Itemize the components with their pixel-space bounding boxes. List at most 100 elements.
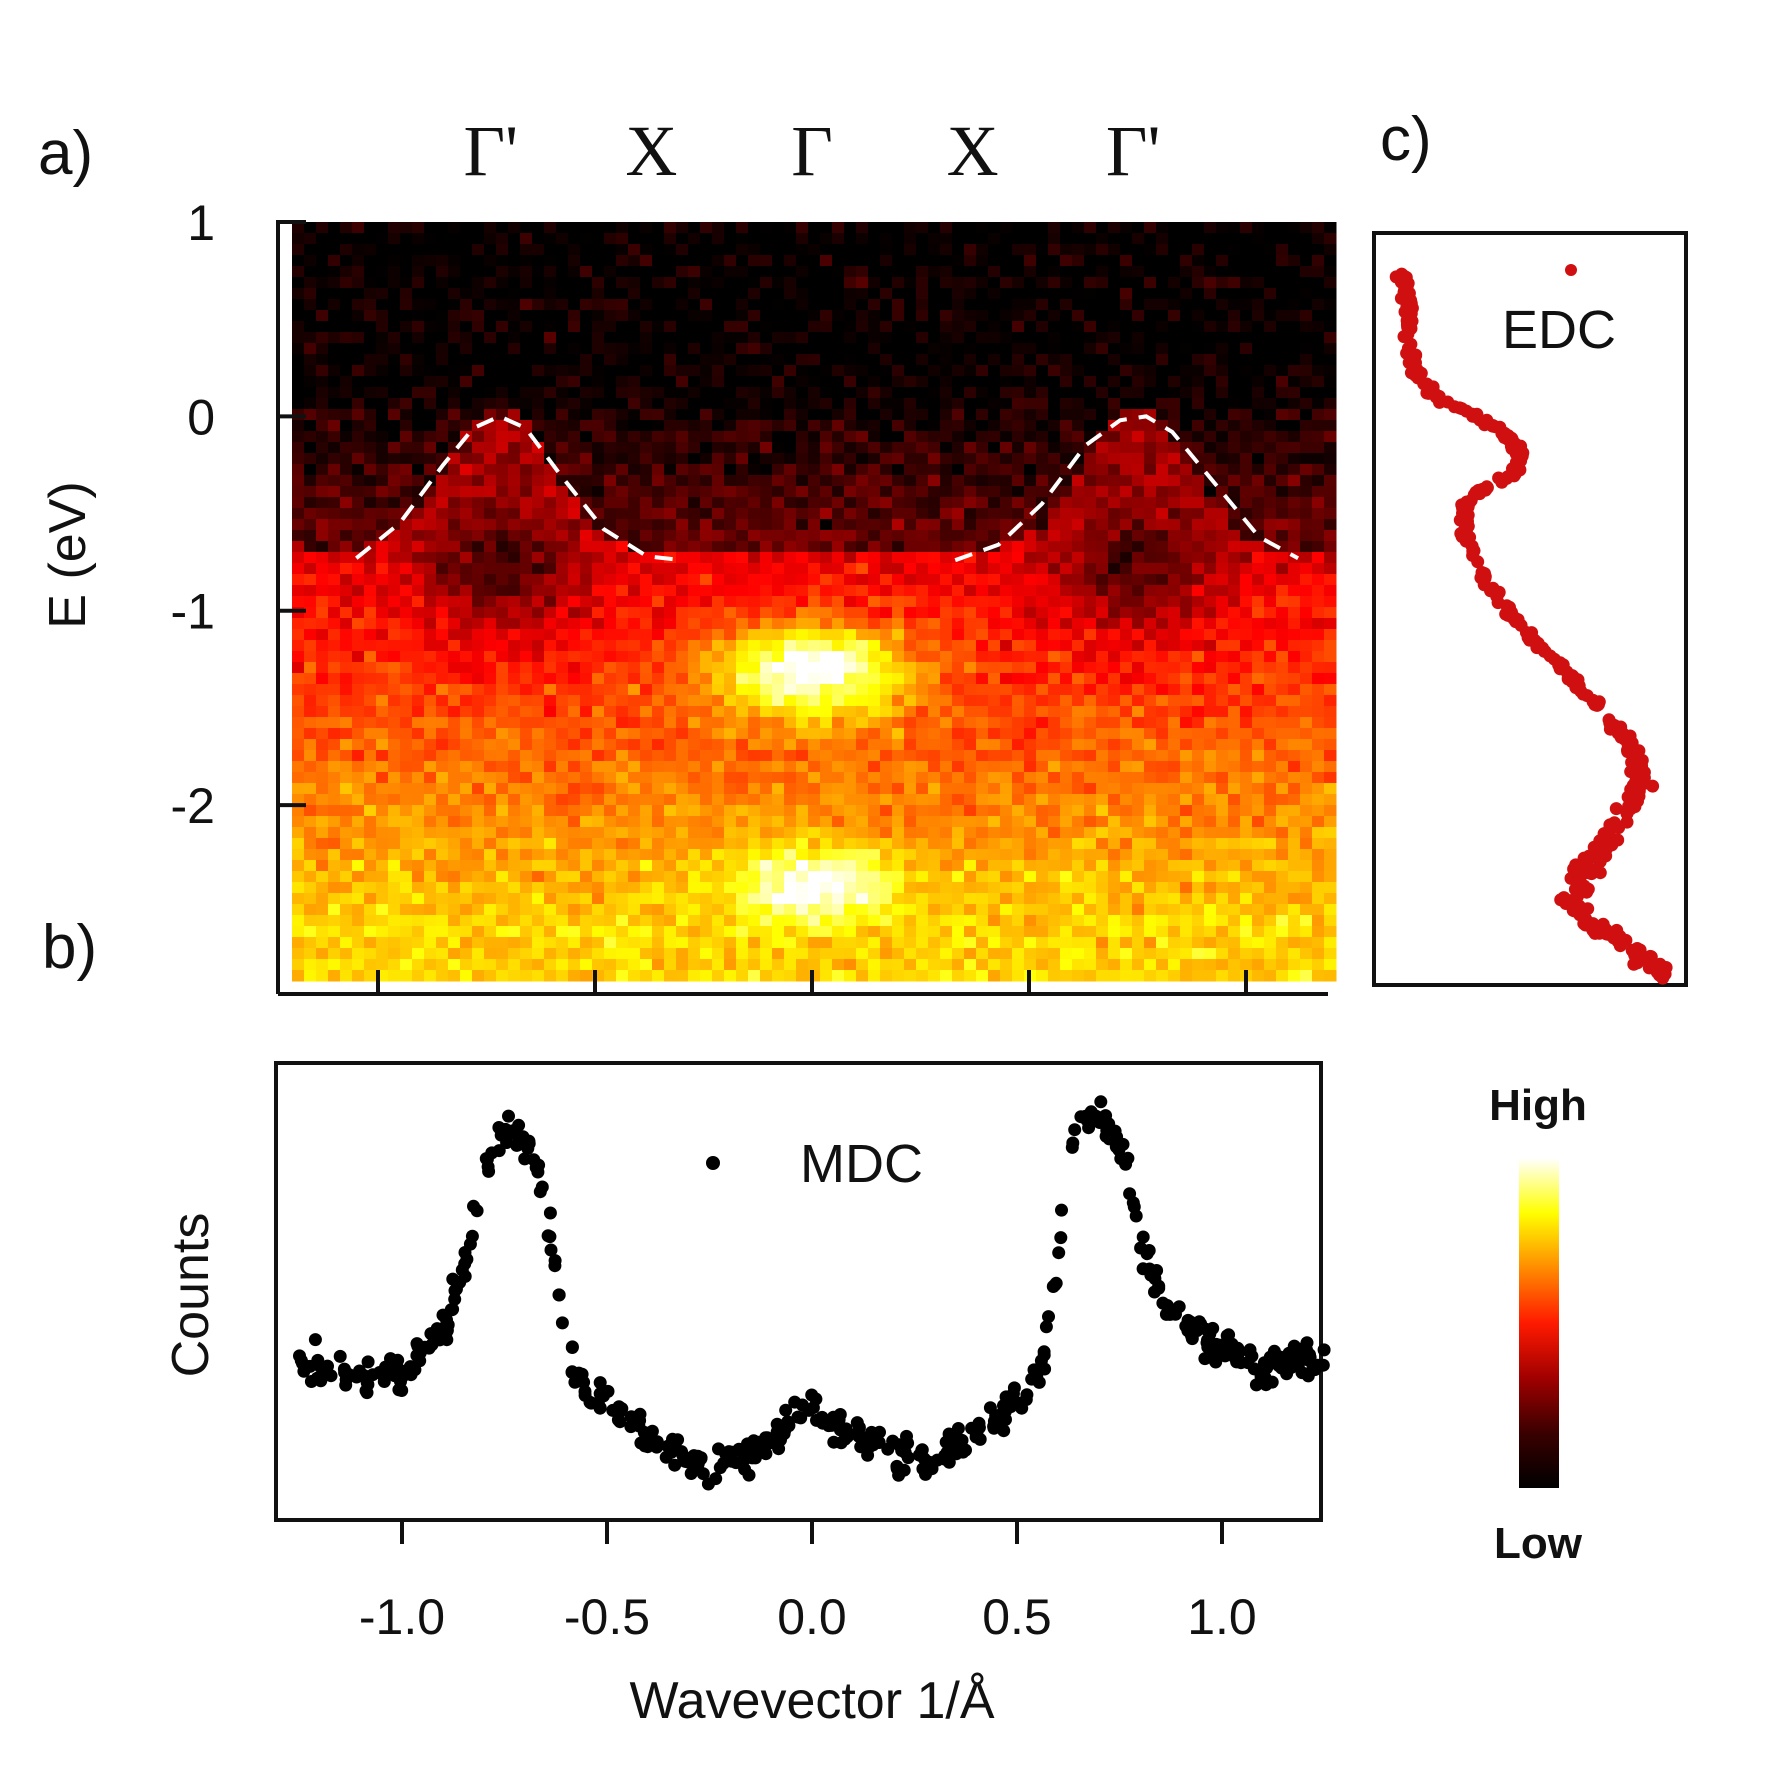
heatmap-cell [568, 926, 581, 938]
heatmap-cell [832, 772, 845, 784]
heatmap-cell [688, 970, 701, 982]
heatmap-cell [772, 871, 785, 883]
heatmap-cell [376, 585, 389, 597]
heatmap-cell [400, 849, 413, 861]
heatmap-cell [412, 684, 425, 696]
heatmap-cell [832, 860, 845, 872]
heatmap-cell [604, 926, 617, 938]
heatmap-cell [1012, 838, 1025, 850]
heatmap-cell [928, 376, 941, 388]
heatmap-cell [964, 453, 977, 465]
heatmap-cell [460, 959, 473, 971]
heatmap-cell [1024, 618, 1037, 630]
heatmap-cell [544, 321, 557, 333]
heatmap-cell [388, 233, 401, 245]
heatmap-cell [892, 519, 905, 531]
heatmap-cell [1060, 893, 1073, 905]
heatmap-cell [316, 805, 329, 817]
heatmap-cell [376, 728, 389, 740]
heatmap-cell [988, 266, 1001, 278]
heatmap-cell [544, 860, 557, 872]
heatmap-cell [1000, 486, 1013, 498]
heatmap-cell [1084, 376, 1097, 388]
heatmap-cell [604, 497, 617, 509]
heatmap-cell [340, 959, 353, 971]
heatmap-cell [712, 299, 725, 311]
heatmap-cell [1048, 761, 1061, 773]
heatmap-cell [460, 629, 473, 641]
heatmap-cell [724, 970, 737, 982]
heatmap-cell [1108, 728, 1121, 740]
heatmap-cell [604, 398, 617, 410]
heatmap-cell [1108, 332, 1121, 344]
heatmap-cell [472, 541, 485, 553]
heatmap-cell [340, 244, 353, 256]
heatmap-cell [628, 585, 641, 597]
heatmap-cell [928, 585, 941, 597]
heatmap-cell [760, 915, 773, 927]
heatmap-cell [724, 288, 737, 300]
heatmap-cell [700, 882, 713, 894]
heatmap-cell [1156, 233, 1169, 245]
heatmap-cell [940, 816, 953, 828]
heatmap-cell [1084, 233, 1097, 245]
heatmap-cell [436, 552, 449, 564]
heatmap-cell [364, 453, 377, 465]
heatmap-cell [1132, 596, 1145, 608]
heatmap-cell [436, 420, 449, 432]
heatmap-cell [388, 596, 401, 608]
heatmap-cell [784, 387, 797, 399]
heatmap-cell [724, 409, 737, 421]
heatmap-cell [760, 871, 773, 883]
heatmap-cell [340, 585, 353, 597]
heatmap-cell [628, 717, 641, 729]
heatmap-cell [520, 574, 533, 586]
heatmap-cell [700, 222, 713, 234]
heatmap-cell [1132, 574, 1145, 586]
heatmap-cell [1108, 673, 1121, 685]
heatmap-cell [832, 409, 845, 421]
heatmap-cell [748, 409, 761, 421]
heatmap-cell [292, 959, 305, 971]
heatmap-cell [1048, 321, 1061, 333]
heatmap-cell [1108, 398, 1121, 410]
heatmap-cell [520, 904, 533, 916]
heatmap-cell [868, 937, 881, 949]
heatmap-cell [544, 475, 557, 487]
heatmap-cell [556, 827, 569, 839]
heatmap-cell [484, 233, 497, 245]
heatmap-cell [448, 838, 461, 850]
heatmap-cell [736, 706, 749, 718]
heatmap-cell [1048, 508, 1061, 520]
heatmap-cell [496, 904, 509, 916]
heatmap-cell [352, 376, 365, 388]
heatmap-cell [796, 596, 809, 608]
heatmap-cell [520, 299, 533, 311]
heatmap-cell [700, 244, 713, 256]
heatmap-cell [1120, 464, 1133, 476]
heatmap-cell [1036, 926, 1049, 938]
heatmap-cell [496, 332, 509, 344]
heatmap-cell [544, 497, 557, 509]
heatmap-cell [520, 794, 533, 806]
heatmap-cell [472, 508, 485, 520]
heatmap-cell [664, 365, 677, 377]
heatmap-cell [460, 387, 473, 399]
heatmap-cell [1060, 233, 1073, 245]
heatmap-cell [1024, 431, 1037, 443]
heatmap-cell [412, 926, 425, 938]
heatmap-cell [328, 970, 341, 982]
heatmap-cell [1132, 530, 1145, 542]
heatmap-cell [388, 882, 401, 894]
heatmap-cell [592, 695, 605, 707]
heatmap-cell [880, 673, 893, 685]
heatmap-cell [832, 431, 845, 443]
heatmap-cell [532, 475, 545, 487]
heatmap-cell [1060, 860, 1073, 872]
heatmap-cell [604, 365, 617, 377]
heatmap-cell [412, 717, 425, 729]
heatmap-cell [448, 882, 461, 894]
heatmap-cell [940, 497, 953, 509]
heatmap-cell [1024, 541, 1037, 553]
heatmap-cell [496, 585, 509, 597]
